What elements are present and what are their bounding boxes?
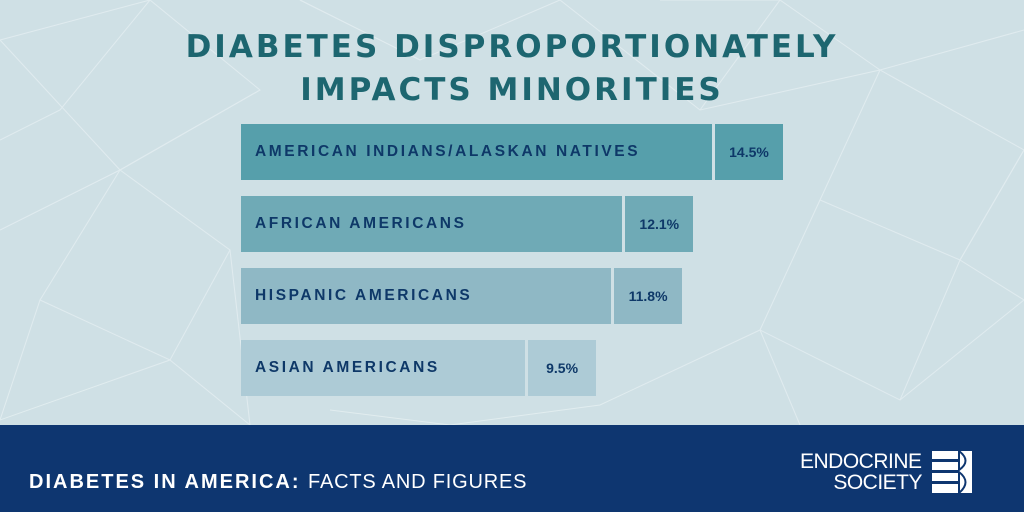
logo-line-1: ENDOCRINE xyxy=(800,450,922,473)
bar-chart: AMERICAN INDIANS/ALASKAN NATIVES 14.5% AFR… xyxy=(241,124,783,396)
bar-3: HISPANIC AMERICANS xyxy=(241,268,612,324)
bar-1: AMERICAN INDIANS/ALASKAN NATIVES xyxy=(241,124,712,180)
bar-label-1: AMERICAN INDIANS/ALASKAN NATIVES xyxy=(255,143,641,160)
bar-value-1: 14.5% xyxy=(715,124,783,180)
chart-title-line-2: IMPACTS MINORITIES xyxy=(300,72,724,108)
chart-title: DIABETES DISPROPORTIONATELY IMPACTS MINO… xyxy=(0,26,1024,112)
footer-title: DIABETES IN AMERICA: FACTS AND FIGURES xyxy=(29,470,527,494)
bar-2: AFRICAN AMERICANS xyxy=(241,196,623,252)
bar-label-3: HISPANIC AMERICANS xyxy=(255,287,473,304)
bar-value-2: 12.1% xyxy=(625,196,694,252)
bar-label-2: AFRICAN AMERICANS xyxy=(255,215,467,232)
bar-4: ASIAN AMERICANS xyxy=(241,340,526,396)
footer-title-light: FACTS AND FIGURES xyxy=(308,471,528,493)
footer-title-bold: DIABETES IN AMERICA: xyxy=(29,471,301,493)
endocrine-society-logo: ENDOCRINE SOCIETY xyxy=(800,451,972,495)
bar-value-3: 11.8% xyxy=(614,268,683,324)
logo-line-2: SOCIETY xyxy=(833,471,922,494)
bar-label-4: ASIAN AMERICANS xyxy=(255,359,440,376)
chart-title-line-1: DIABETES DISPROPORTIONATELY xyxy=(185,29,839,65)
bar-value-4: 9.5% xyxy=(528,340,597,396)
footer-bar xyxy=(0,425,1024,512)
logo-mark-icon xyxy=(932,451,972,493)
logo-wordmark: ENDOCRINE SOCIETY xyxy=(800,450,923,494)
background-pattern xyxy=(0,0,1024,425)
